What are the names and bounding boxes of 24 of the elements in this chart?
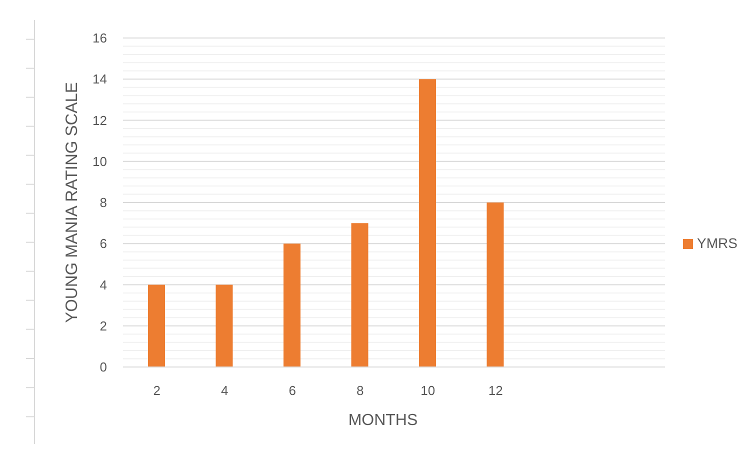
y-tick-label: 12 bbox=[92, 112, 107, 128]
x-tick-label: 4 bbox=[221, 383, 228, 398]
x-tick-label: 12 bbox=[488, 383, 503, 398]
y-tick-label: 4 bbox=[100, 277, 107, 292]
bar bbox=[148, 284, 165, 367]
y-tick-label: 8 bbox=[100, 195, 107, 210]
y-tick-label: 14 bbox=[92, 72, 107, 87]
bar bbox=[216, 284, 233, 367]
y-tick-label: 10 bbox=[92, 154, 107, 169]
y-tick-label: 16 bbox=[92, 30, 107, 46]
bar bbox=[284, 244, 300, 367]
y-tick-label: 2 bbox=[100, 318, 107, 334]
bar bbox=[486, 202, 504, 367]
x-tick-label: 2 bbox=[153, 383, 160, 398]
legend-label: YMRS bbox=[697, 235, 738, 251]
x-tick-label: 8 bbox=[356, 383, 364, 398]
y-axis-title: YOUNG MANIA RATING SCALE bbox=[63, 82, 81, 323]
x-tick-label: 10 bbox=[420, 383, 436, 398]
bar bbox=[351, 223, 368, 367]
bar bbox=[419, 79, 436, 367]
y-tick-label: 6 bbox=[100, 236, 107, 252]
y-tick-label: 0 bbox=[100, 360, 107, 375]
x-tick-label: 6 bbox=[288, 383, 296, 398]
x-axis-title: MONTHS bbox=[348, 412, 418, 428]
